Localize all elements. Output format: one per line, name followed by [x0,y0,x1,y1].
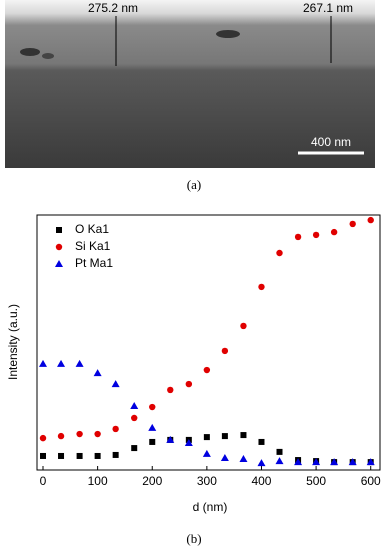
void [216,30,240,38]
void [20,48,40,56]
data-point [203,434,210,441]
sem-image [5,0,375,168]
x-tick-label: 200 [142,474,162,488]
x-tick-label: 300 [197,474,217,488]
data-point [93,369,102,377]
data-point [112,451,119,458]
data-point [366,458,375,466]
legend-marker [55,243,63,251]
thickness-label: 275.2 nm [88,1,138,15]
data-point [220,454,229,462]
data-point [94,430,101,438]
data-point [167,386,174,394]
legend-label: Si Ka1 [75,239,111,253]
data-point [57,359,66,367]
scale-bar-label: 400 nm [311,135,351,149]
caption: (a) [187,177,201,192]
data-point [76,452,83,459]
data-point [75,359,84,367]
data-point [112,425,119,433]
data-point [348,458,357,466]
data-point [185,380,193,388]
legend-marker [55,260,63,267]
data-point [221,347,229,355]
x-tick-label: 600 [361,474,381,488]
data-point [148,423,157,431]
legend-marker [56,227,62,233]
data-point [239,455,248,463]
x-tick-label: 400 [251,474,271,488]
data-point [276,448,283,455]
x-tick-label: 0 [40,474,47,488]
data-point [58,452,65,459]
data-point [367,216,374,224]
data-point [221,433,228,440]
data-point [258,438,265,445]
data-point [131,445,138,452]
data-point [149,403,156,411]
thickness-label: 267.1 nm [303,1,353,15]
data-point [294,458,303,466]
plot-frame [36,214,381,471]
legend-label: Pt Ma1 [75,256,113,270]
data-point [57,432,65,440]
data-point [94,452,101,459]
data-point [203,366,211,374]
data-point [257,459,266,467]
data-point [111,380,120,388]
x-tick-label: 100 [88,474,108,488]
data-point [240,432,247,439]
data-point [294,233,302,241]
data-point [166,435,175,443]
data-point [130,401,139,409]
data-point [149,438,156,445]
data-point [240,322,247,330]
legend-label: O Ka1 [75,222,109,236]
data-point [202,449,211,457]
caption: (b) [186,531,201,546]
data-point [276,249,283,257]
data-point [39,359,48,367]
data-point [330,458,339,466]
data-point [76,430,83,438]
data-point [330,228,338,236]
y-axis-label: Intensity (a.u.) [6,304,20,380]
data-point [39,434,47,442]
x-tick-label: 500 [306,474,326,488]
void [42,53,54,59]
data-point [184,438,193,446]
data-point [275,457,284,465]
x-axis-label: d (nm) [193,500,228,514]
data-point [131,414,138,422]
data-point [312,458,321,466]
data-point [349,220,356,228]
data-point [40,452,47,459]
data-point [312,231,320,239]
data-point [258,283,265,291]
